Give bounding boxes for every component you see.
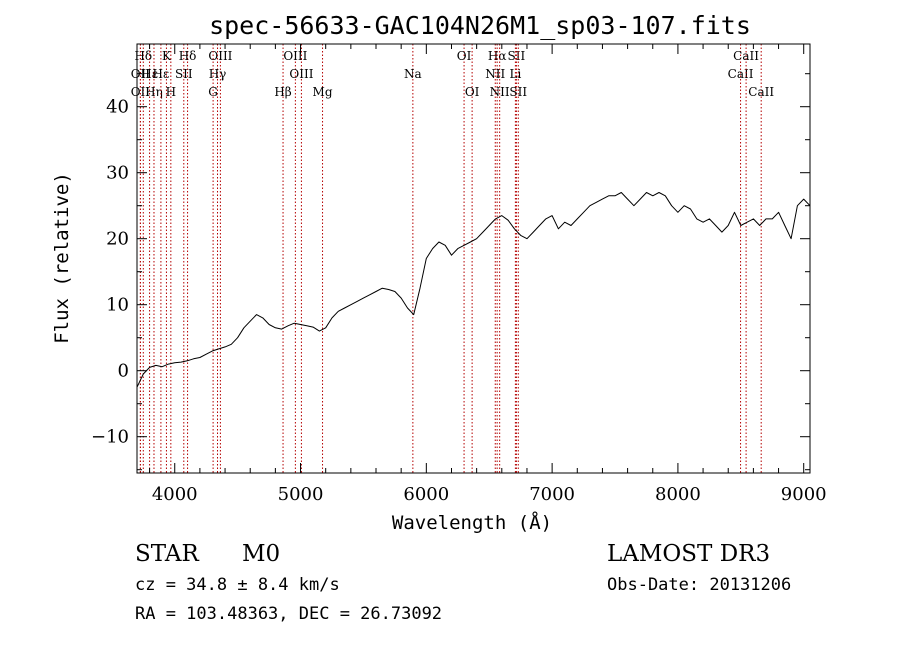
y-tick-label: 30: [106, 163, 129, 184]
line-marker-label: Hε: [141, 67, 158, 81]
y-tick-label: 0: [118, 361, 129, 382]
line-marker-label: OIII: [289, 67, 313, 81]
y-tick-label: −10: [91, 427, 129, 448]
y-tick-label: 10: [106, 295, 129, 316]
line-marker-label: K: [162, 49, 172, 63]
spectrum-series: [136, 192, 811, 388]
line-marker-label: Hγ: [209, 67, 227, 81]
line-marker-label: SII: [175, 67, 193, 81]
line-marker-label: Hη: [145, 85, 163, 99]
coordinates: RA = 103.48363, DEC = 26.73092: [135, 604, 442, 624]
object-class: STAR: [135, 541, 199, 567]
x-tick-label: 4000: [152, 484, 198, 505]
y-axis-label: Flux (relative): [51, 172, 73, 344]
line-marker-label: OII: [131, 85, 151, 99]
line-marker-label: Hβ: [274, 85, 291, 99]
line-marker-label: Li: [509, 67, 521, 81]
line-marker-label: H: [166, 85, 176, 99]
line-marker-label: SII: [508, 49, 526, 63]
object-subclass: M0: [242, 541, 280, 567]
x-tick-label: 6000: [403, 484, 449, 505]
x-axis-label: Wavelength (Å): [392, 511, 552, 534]
survey-name: LAMOST DR3: [607, 541, 770, 567]
redshift-cz: cz = 34.8 ± 8.4 km/s: [135, 575, 340, 595]
line-marker-label: Hδ: [179, 49, 197, 63]
y-axis: −10 0 10 20 30 40: [91, 73, 810, 471]
line-marker-label: NII: [490, 85, 510, 99]
x-tick-label: 9000: [781, 484, 827, 505]
line-marker-label: SII: [509, 85, 527, 99]
line-marker-label: Na: [404, 67, 422, 81]
line-marker-label: OIII: [283, 49, 307, 63]
y-tick-label: 20: [106, 229, 129, 250]
observation-date: Obs-Date: 20131206: [607, 575, 791, 595]
emission-line-markers: HδOIIOIIHεHηHεKHSIIHδOIIIHγGHβOIIIOIIIMg…: [131, 44, 774, 473]
line-marker-label: G: [208, 85, 218, 99]
line-marker-label: Hε: [153, 67, 170, 81]
line-marker-label: OI: [457, 49, 472, 63]
x-axis: 4000 5000 6000 7000 8000 9000: [149, 44, 827, 505]
line-marker-label: Hα: [488, 49, 507, 63]
line-marker-label: CaII: [728, 67, 754, 81]
x-tick-label: 5000: [278, 484, 324, 505]
x-tick-label: 8000: [655, 484, 701, 505]
line-marker-label: NII: [485, 67, 505, 81]
line-marker-label: CaII: [733, 49, 759, 63]
line-marker-label: OI: [465, 85, 480, 99]
spectrum-line: [136, 192, 811, 388]
line-marker-label: Mg: [313, 85, 333, 99]
line-marker-label: CaII: [748, 85, 774, 99]
x-tick-label: 7000: [529, 484, 575, 505]
plot-frame: [136, 43, 811, 474]
line-marker-label: OIII: [208, 49, 232, 63]
y-tick-label: 40: [106, 97, 129, 118]
chart-title: spec-56633-GAC104N26M1_sp03-107.fits: [209, 11, 751, 40]
line-marker-label: Hδ: [134, 49, 152, 63]
